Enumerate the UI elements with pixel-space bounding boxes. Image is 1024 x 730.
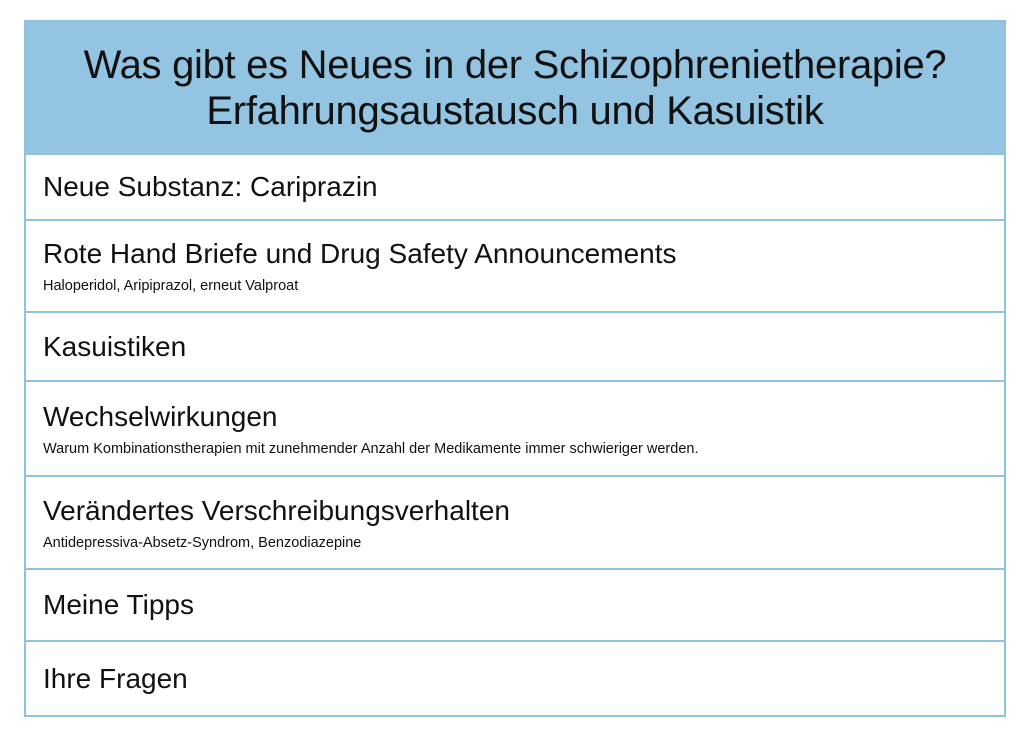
agenda-item-label: Neue Substanz: Cariprazin [43,171,378,202]
agenda-item-label: Ihre Fragen [43,662,188,694]
agenda-item-subtext: Haloperidol, Aripiprazol, erneut Valproa… [43,278,299,294]
agenda-item-label: Verändertes Verschreibungsverhalten [43,494,510,526]
title-line-2: Erfahrungsaustausch und Kasuistik [206,88,824,133]
agenda-row: Ihre Fragen [26,642,1004,715]
agenda-item-label: Meine Tipps [43,589,194,620]
agenda-item-label: Rote Hand Briefe und Drug Safety Announc… [43,238,677,269]
agenda-item-subtext: Warum Kombinationstherapien mit zunehmen… [43,440,699,457]
agenda-row: Neue Substanz: Cariprazin [26,155,1004,221]
agenda-item-label: Wechselwirkungen [43,400,278,432]
agenda-row: Meine Tipps [26,570,1004,642]
agenda-row: Kasuistiken [26,313,1004,382]
agenda-item-subtext: Antidepressiva-Absetz-Syndrom, Benzodiaz… [43,534,362,551]
agenda-row: Wechselwirkungen Warum Kombinationsthera… [26,382,1004,477]
agenda-row: Rote Hand Briefe und Drug Safety Announc… [26,221,1004,313]
agenda-item-label: Kasuistiken [43,330,187,362]
agenda-row: Verändertes Verschreibungsverhalten Anti… [26,477,1004,570]
title-line-1: Was gibt es Neues in der Schizophrenieth… [83,42,947,87]
agenda-table: Was gibt es Neues in der Schizophrenieth… [24,20,1006,717]
title-header: Was gibt es Neues in der Schizophrenieth… [26,22,1004,155]
